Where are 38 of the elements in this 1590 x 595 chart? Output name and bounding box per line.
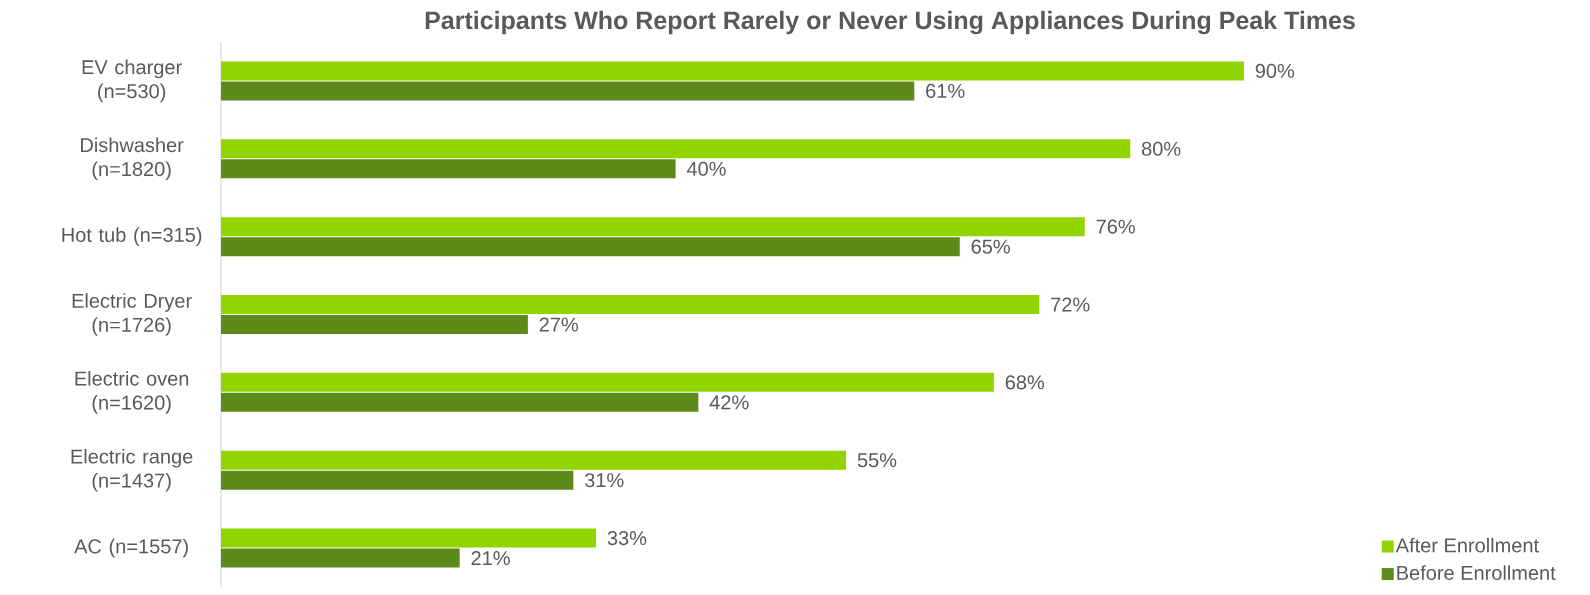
data-label: 40% <box>686 161 726 176</box>
legend-label: Before Enrollment <box>1397 565 1556 580</box>
data-label: 76% <box>1096 219 1135 234</box>
bar <box>221 159 676 179</box>
bar <box>221 139 1131 159</box>
y-tick-label: Electric oven (n=1620) <box>75 371 189 414</box>
data-label: 42% <box>709 395 749 410</box>
bar <box>221 295 1040 315</box>
y-tick-label: Dishwasher (n=1820) <box>81 137 184 181</box>
y-tick-label: Hot tub (n=315) <box>62 227 202 246</box>
bar <box>221 392 699 412</box>
data-label: 65% <box>971 239 1010 254</box>
bar <box>221 315 528 335</box>
data-label: 90% <box>1255 63 1295 79</box>
bar <box>221 470 574 490</box>
bar <box>221 548 460 568</box>
data-label: 61% <box>926 83 965 99</box>
y-tick-label: Electric range (n=1437) <box>71 448 193 492</box>
bar <box>221 61 1244 81</box>
data-label: 27% <box>539 317 579 332</box>
y-tick-label: AC (n=1557) <box>74 538 188 558</box>
legend-label: After Enrollment <box>1395 537 1539 553</box>
bar <box>221 450 847 470</box>
chart-title: Participants Who Report Rarely or Never Using Appliances During Peak Times <box>425 10 1355 35</box>
data-label: 31% <box>584 473 624 488</box>
data-label: 80% <box>1141 141 1181 156</box>
bar <box>221 237 960 257</box>
bar <box>221 372 994 392</box>
bar <box>221 81 915 101</box>
data-label: 68% <box>1005 375 1045 390</box>
data-label: 21% <box>471 551 510 566</box>
data-label: 33% <box>607 531 647 546</box>
y-tick-label: EV charger (n=530) <box>82 59 182 103</box>
data-label: 55% <box>857 453 897 468</box>
y-tick-label: Electric Dryer (n=1726) <box>72 293 192 336</box>
data-label: 72% <box>1051 297 1090 312</box>
bar <box>221 217 1085 237</box>
bar <box>221 528 597 548</box>
